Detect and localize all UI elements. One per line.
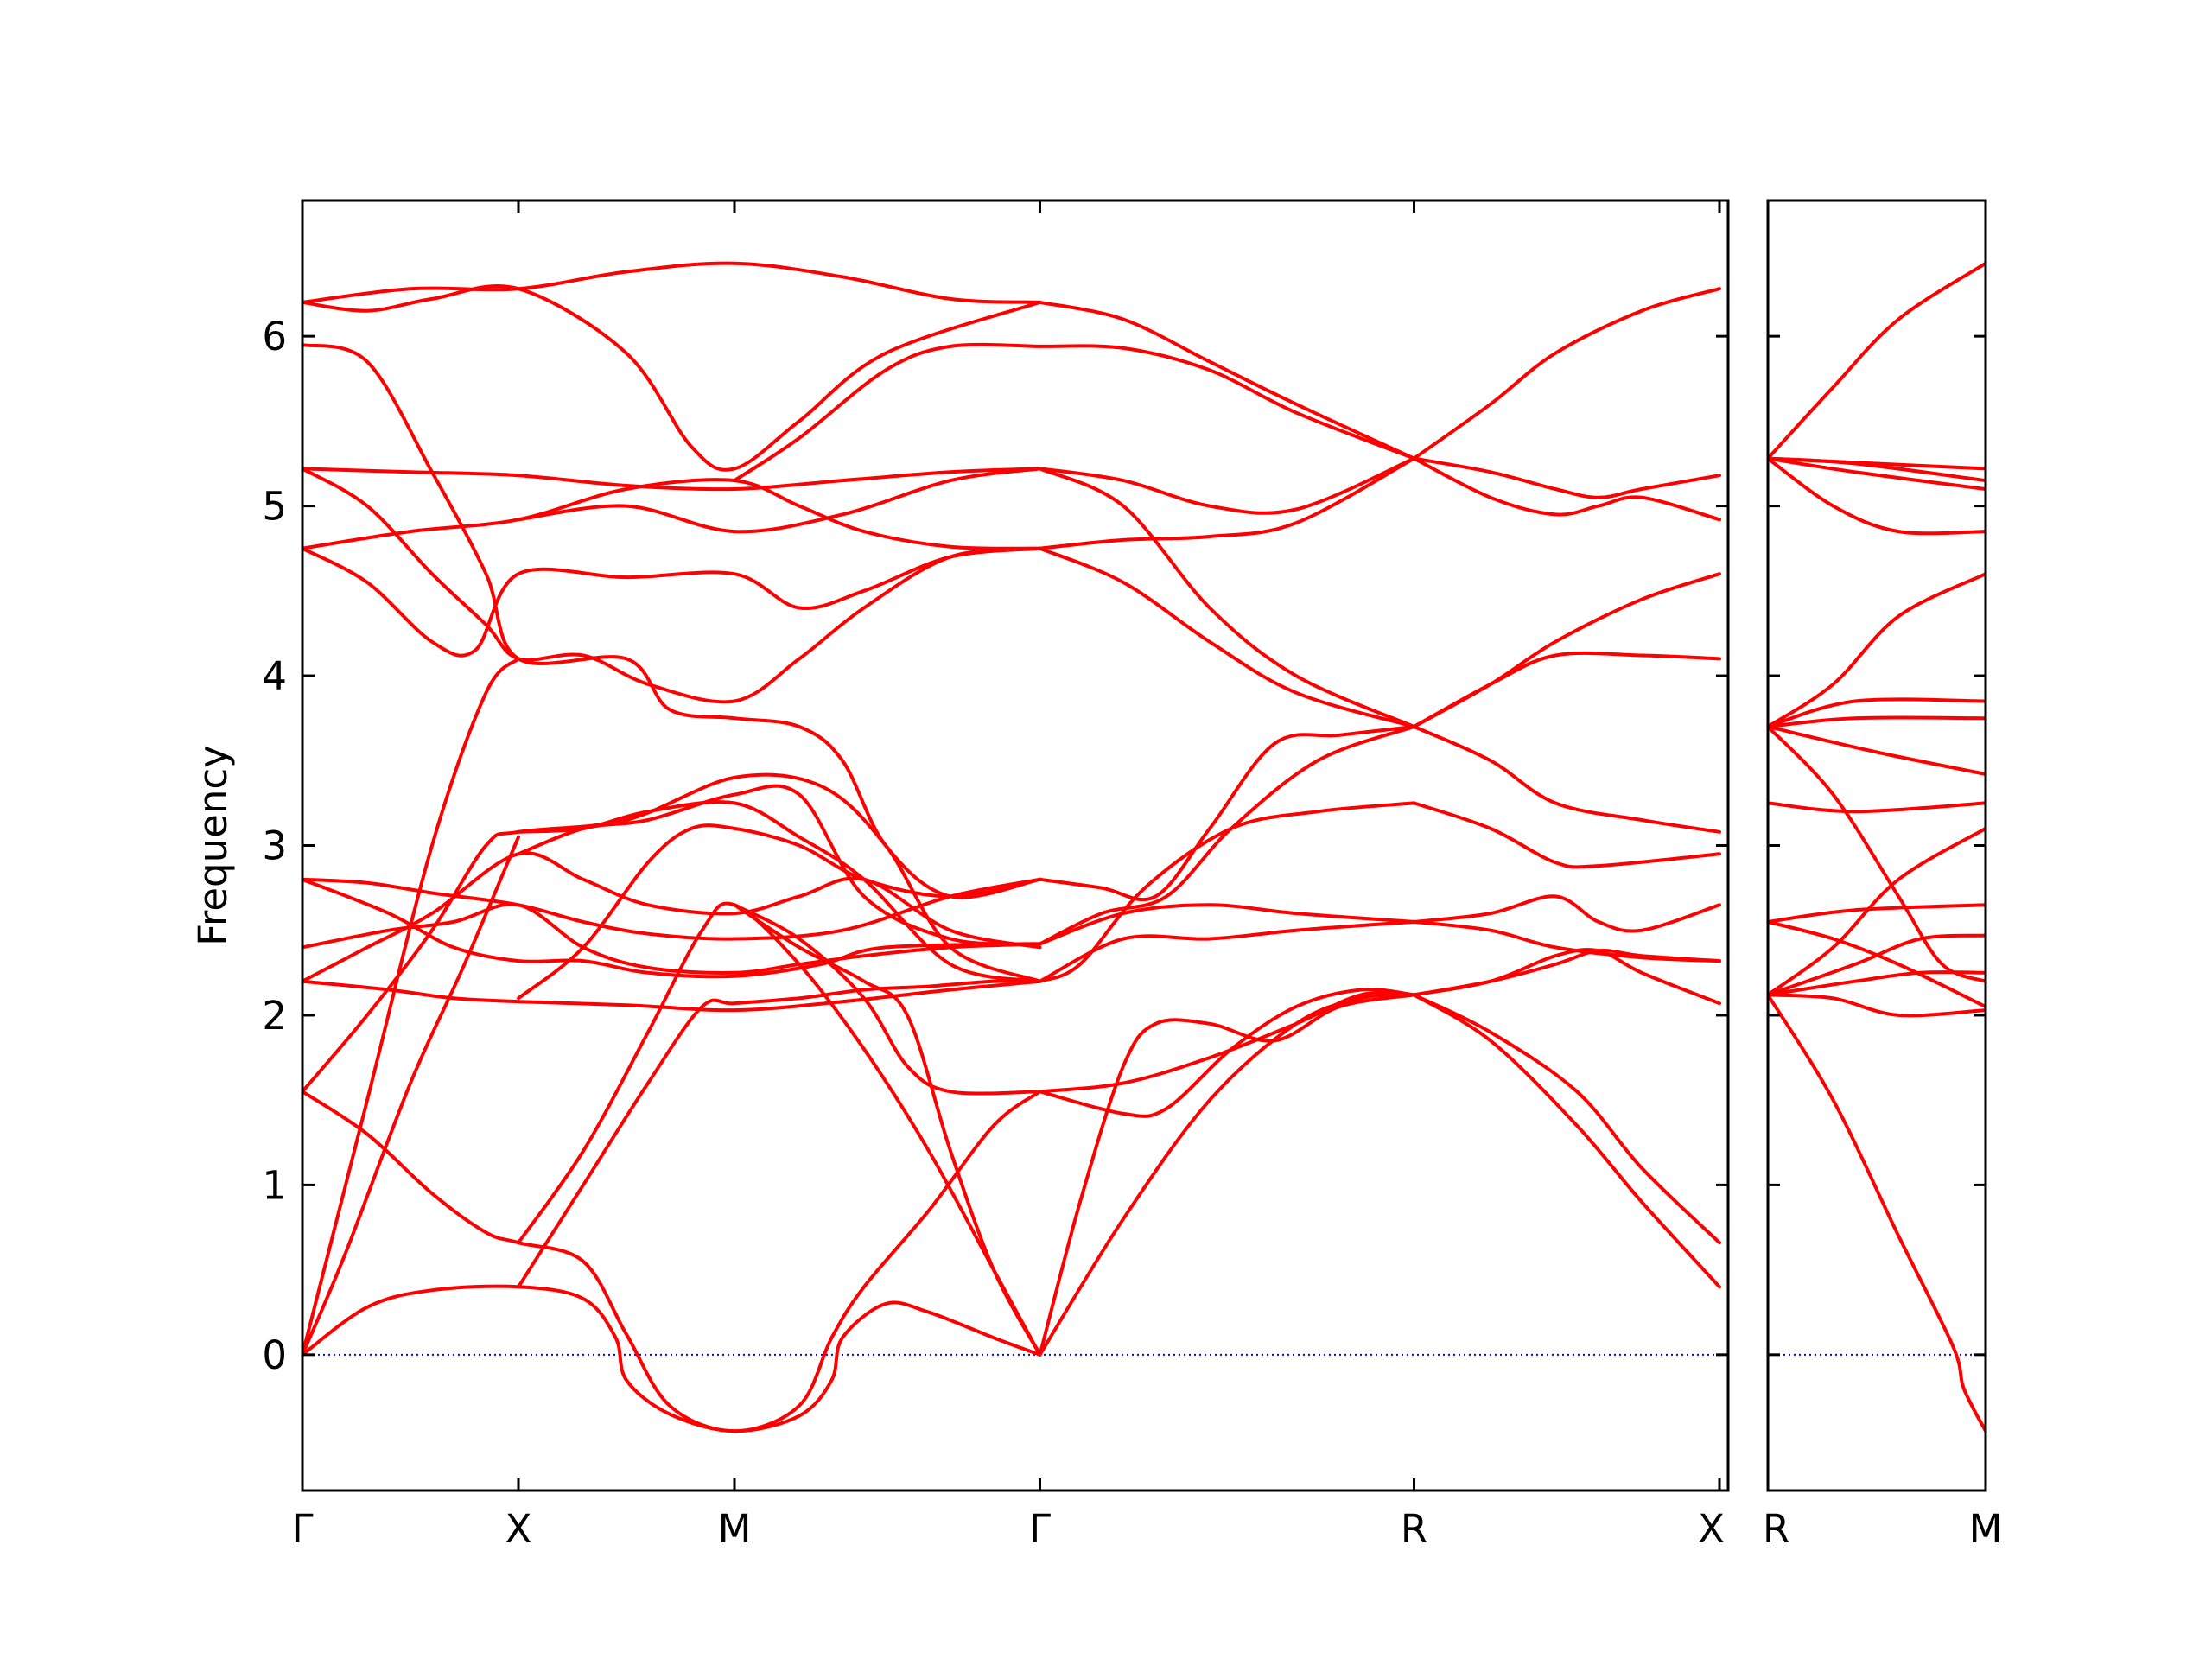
y-axis-label: Frequency	[190, 745, 236, 945]
band-line-21	[302, 467, 1042, 492]
band-line-4	[517, 979, 1042, 1289]
band-line-61	[1768, 801, 1986, 814]
ytick-label-5: 5	[262, 484, 287, 530]
band-line-42	[1412, 993, 1721, 1245]
band-line-23	[302, 284, 1042, 472]
xtick-label-0-2: M	[718, 1506, 752, 1552]
band-line-3	[302, 1090, 1042, 1433]
band-line-70	[1768, 456, 1986, 471]
band-line-17	[302, 546, 1042, 658]
band-line-7	[733, 903, 1042, 1357]
band-line-36	[1038, 467, 1416, 728]
xtick-label-0-1: X	[505, 1506, 532, 1552]
band-line-68	[1768, 456, 1986, 491]
band-line-11	[302, 877, 1042, 941]
band-line-62	[1768, 725, 1986, 983]
band-line-39	[1038, 300, 1416, 461]
band-line-22	[517, 467, 1042, 534]
band-line-15	[517, 823, 1042, 1001]
band-lines	[302, 261, 1986, 1433]
xtick-label-0-4: R	[1401, 1506, 1427, 1552]
ytick-label-3: 3	[262, 823, 287, 869]
band-line-69	[1768, 456, 1986, 483]
band-line-45	[1412, 894, 1721, 933]
band-line-27	[1038, 993, 1416, 1357]
axes-frames	[301, 199, 1987, 1492]
band-line-26	[1038, 993, 1416, 1357]
band-line-67	[1768, 456, 1986, 536]
band-line-30	[1038, 919, 1416, 983]
xtick-label-1-0: R	[1763, 1506, 1789, 1552]
band-line-51	[1412, 456, 1721, 499]
xtick-label-0-5: X	[1698, 1506, 1725, 1552]
band-line-0	[302, 1284, 1042, 1433]
band-line-25	[733, 342, 1042, 483]
band-line-49	[1412, 651, 1721, 728]
band-line-71	[1768, 261, 1986, 461]
band-line-13	[302, 772, 1042, 1094]
band-line-58	[1768, 826, 1986, 997]
band-line-34	[1038, 725, 1416, 902]
band-line-20	[302, 478, 1042, 550]
band-line-66	[1768, 572, 1986, 728]
band-line-50	[1412, 572, 1721, 728]
band-line-48	[1412, 725, 1721, 834]
ytick-label-6: 6	[262, 314, 287, 359]
band-line-1	[302, 835, 520, 1357]
band-line-10	[302, 979, 1042, 1013]
band-line-32	[1038, 801, 1416, 983]
band-line-52	[1412, 456, 1721, 522]
band-line-28	[1038, 990, 1416, 1094]
band-line-33	[1038, 725, 1416, 946]
xtick-label-0-0: Γ	[291, 1506, 313, 1552]
band-line-63	[1768, 725, 1986, 776]
band-line-9	[302, 902, 1042, 975]
ytick-label-4: 4	[262, 653, 287, 699]
ytick-label-0: 0	[262, 1332, 287, 1378]
band-line-64	[1768, 715, 1986, 728]
ytick-label-1: 1	[262, 1162, 287, 1208]
band-line-31	[1038, 903, 1416, 946]
band-line-8	[302, 851, 1042, 983]
band-line-46	[1412, 919, 1721, 963]
band-line-16	[517, 784, 1042, 946]
band-line-54	[1768, 993, 1986, 1433]
band-line-24	[302, 261, 1042, 304]
band-line-41	[1412, 993, 1721, 1289]
band-line-37	[1038, 456, 1416, 550]
band-line-29	[1038, 988, 1416, 1118]
band-line-59	[1768, 903, 1986, 924]
xtick-label-1-1: M	[1969, 1506, 2003, 1552]
band-line-38	[1038, 456, 1416, 515]
ytick-label-2: 2	[262, 993, 287, 1039]
band-line-57	[1768, 933, 1986, 997]
band-line-40	[1038, 344, 1416, 461]
band-line-12	[302, 877, 1042, 979]
band-line-60	[1768, 919, 1986, 1009]
xtick-label-0-3: Γ	[1029, 1506, 1051, 1552]
band-line-35	[1038, 546, 1416, 728]
band-line-53	[1412, 287, 1721, 461]
axis-ticks	[301, 200, 1987, 1491]
band-line-2	[302, 657, 520, 1357]
band-line-65	[1768, 697, 1986, 728]
band-line-47	[1412, 801, 1721, 869]
band-line-19	[302, 343, 1042, 899]
band-line-6	[733, 903, 1042, 1096]
band-line-18	[302, 467, 1042, 704]
band-line-55	[1768, 993, 1986, 1018]
